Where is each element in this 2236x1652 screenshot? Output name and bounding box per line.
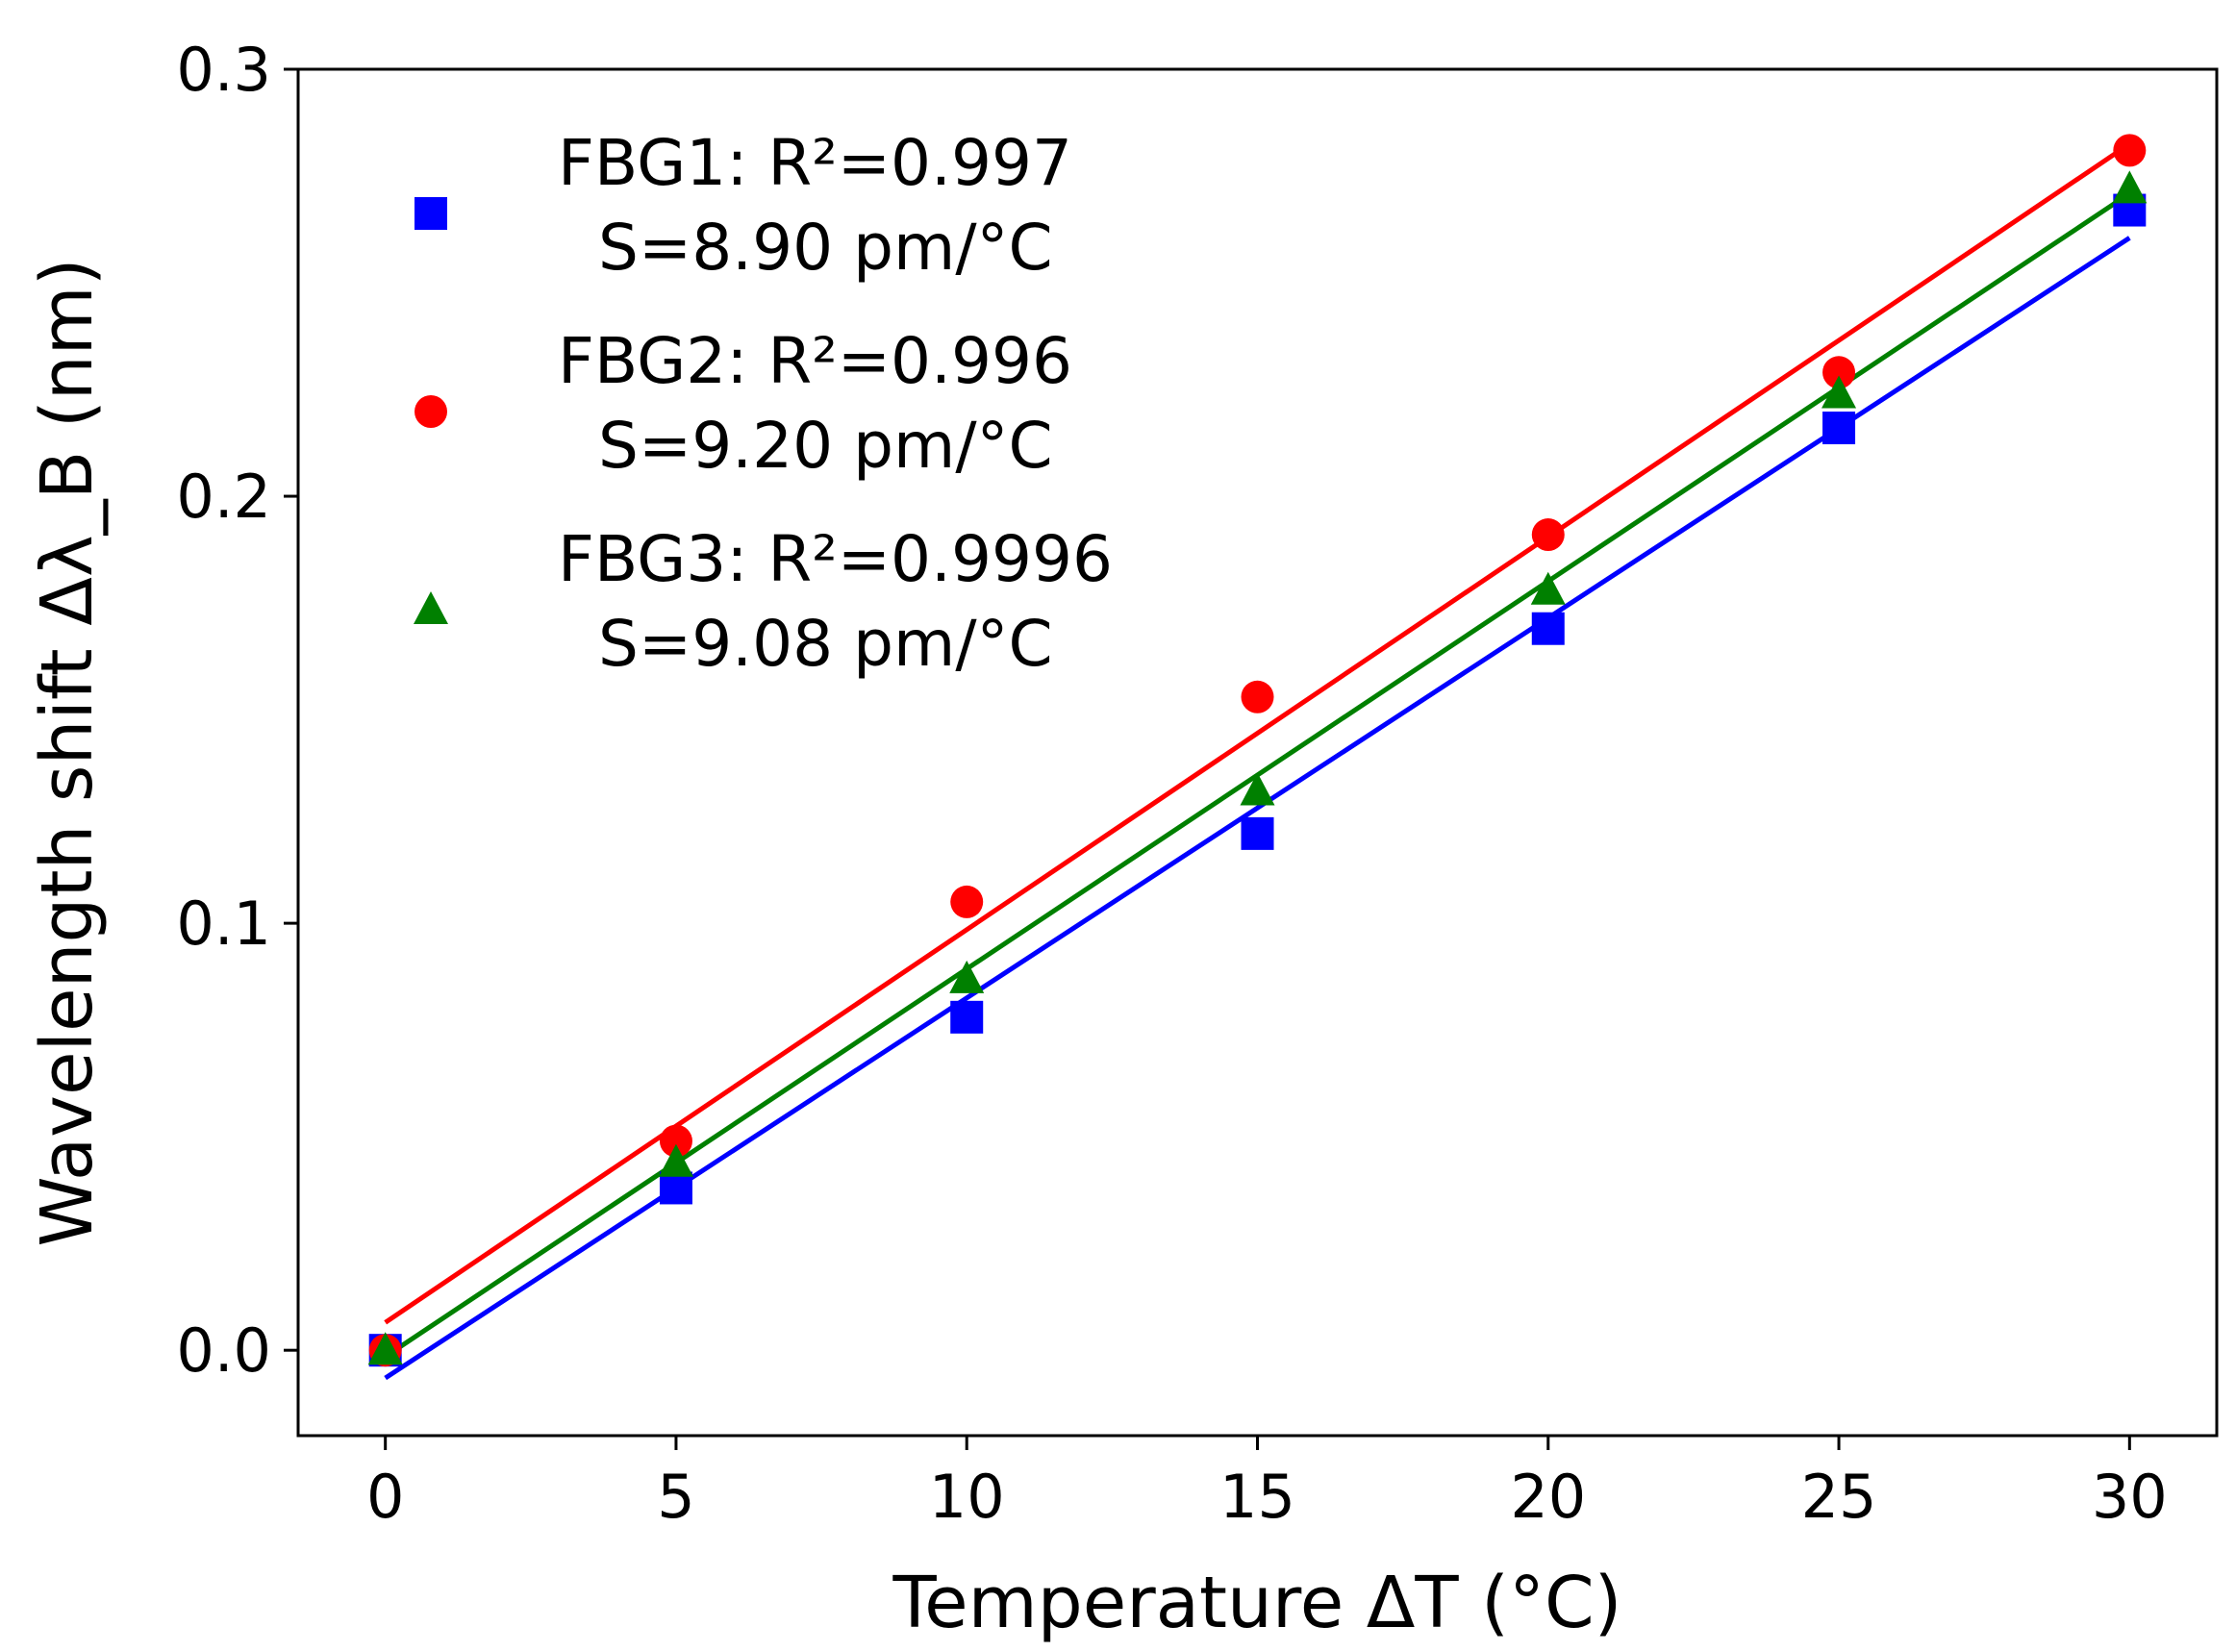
fbg3-point (367, 1332, 403, 1365)
fbg3-point (1530, 571, 1566, 605)
fbg3-point (2112, 170, 2148, 204)
fbg3-legend-marker (414, 591, 448, 624)
fbg3-legend-sensitivity: S=9.08 pm/°C (598, 607, 1053, 681)
fbg1-point (1531, 612, 1565, 645)
fbg2-point (2113, 134, 2147, 167)
fbg2-legend-label: FBG2: R²=0.996 (558, 324, 1072, 398)
fbg1-point (1822, 412, 1856, 445)
y-axis-ticks: 0.0 0.1 0.2 0.3 (176, 35, 298, 1386)
fbg3-point (949, 960, 985, 993)
y-tick-label: 0.2 (176, 462, 271, 532)
fbg3-legend-label: FBG3: R²=0.9996 (558, 522, 1113, 596)
fbg2-legend-sensitivity: S=9.20 pm/°C (598, 409, 1053, 483)
y-tick-label: 0.3 (176, 35, 271, 105)
fbg3-point (658, 1143, 693, 1177)
x-tick-label: 0 (366, 1462, 404, 1532)
fbg3-point (1821, 375, 1857, 409)
y-tick-label: 0.0 (176, 1315, 271, 1386)
legend: FBG1: R²=0.997 S=8.90 pm/°C FBG2: R²=0.996… (414, 126, 1113, 681)
x-axis-label: Temperature ΔT (°C) (892, 1562, 1621, 1644)
fbg1-legend-sensitivity: S=8.90 pm/°C (598, 211, 1053, 285)
x-tick-label: 5 (657, 1462, 694, 1532)
x-tick-label: 25 (1801, 1462, 1877, 1532)
y-tick-label: 0.1 (176, 889, 271, 959)
fbg2-point (659, 1124, 692, 1158)
fbg2-point (1822, 356, 1856, 389)
x-tick-label: 20 (1510, 1462, 1586, 1532)
fbg2-legend-marker (415, 395, 447, 428)
fbg2-point (1531, 518, 1565, 552)
y-axis-label-text: Wavelength shift Δλ_B (nm) (26, 258, 109, 1246)
fbg2-point (950, 885, 984, 918)
x-tick-label: 10 (929, 1462, 1005, 1532)
fbg1-point (1241, 816, 1274, 850)
fbg3-point (1240, 772, 1275, 806)
fbg1-point (659, 1171, 692, 1205)
fbg2-point (1241, 680, 1274, 713)
fbg1-legend-label: FBG1: R²=0.997 (558, 126, 1072, 200)
x-axis-label-text: Temperature ΔT (°C) (892, 1562, 1621, 1644)
x-tick-label: 30 (2092, 1462, 2168, 1532)
y-axis-label: Wavelength shift Δλ_B (nm) (26, 258, 109, 1246)
x-tick-label: 15 (1219, 1462, 1295, 1532)
data-points (367, 134, 2148, 1367)
x-axis-ticks: 0 5 10 15 20 25 30 (366, 1436, 2168, 1532)
fbg1-point (950, 1000, 984, 1034)
fbg1-legend-marker (415, 197, 447, 230)
